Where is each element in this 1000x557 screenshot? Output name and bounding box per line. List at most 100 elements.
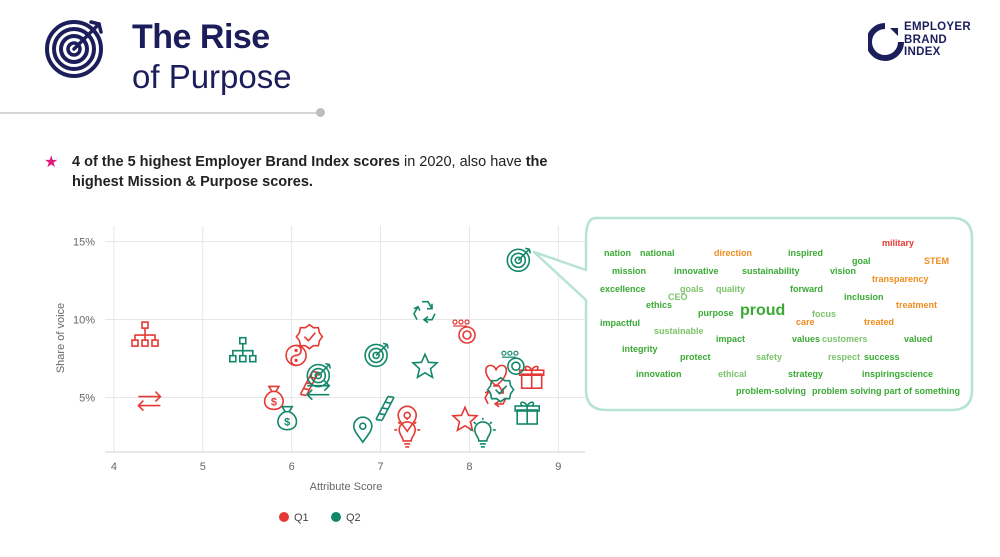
point-q1-badge-check-icon (295, 323, 324, 350)
chart-grid (105, 226, 585, 453)
star-icon: ★ (44, 154, 59, 171)
word-cloud-word: innovation (636, 369, 682, 379)
word-cloud-word: military (882, 238, 915, 248)
x-tick-label: 7 (377, 461, 383, 473)
word-cloud-word: mission (612, 266, 647, 276)
word-cloud-callout: nation national direction inspired military g… (530, 214, 980, 414)
point-q2-target-bullseye-icon (364, 342, 389, 368)
point-q1-people-target-icon (452, 319, 476, 344)
legend-q2-swatch (331, 512, 341, 522)
point-q2-location-pin-icon (352, 416, 373, 444)
header-divider (0, 112, 318, 114)
word-cloud-word: care (796, 317, 815, 327)
point-q2-people-target-icon (501, 350, 525, 375)
word-cloud-word: STEM (924, 256, 950, 266)
x-tick-label: 6 (289, 461, 295, 473)
word-cloud-word: impactful (600, 318, 641, 328)
word-cloud-word: customers (822, 334, 868, 344)
brand-line-3: INDEX (904, 46, 941, 58)
word-cloud-word: ethical (718, 369, 747, 379)
word-cloud-word: problem-solving (736, 386, 807, 396)
scatter-chart: 4 5 6 7 8 9 5% 10% 15% Attribute Score Share of … (55, 226, 585, 524)
x-tick-label: 9 (555, 461, 561, 473)
chart-ticks: 4 5 6 7 8 9 5% 10% 15% (73, 237, 561, 473)
word-cloud-word: focus (812, 309, 837, 319)
brand-line-2: BRAND (904, 33, 948, 46)
word-cloud-word: goals (680, 284, 704, 294)
word-cloud-word: treatment (896, 300, 938, 310)
brand-ring-icon (868, 23, 904, 61)
point-q1-gift-icon (518, 365, 545, 389)
point-q2-ladder-icon (375, 395, 395, 422)
word-cloud-word: transparency (872, 274, 929, 284)
word-cloud-word: success (864, 352, 900, 362)
word-cloud-word: strategy (788, 369, 824, 379)
point-q2-star-icon (411, 352, 439, 379)
point-q1-lightbulb-icon (394, 417, 421, 448)
x-tick-label: 5 (200, 461, 206, 473)
point-q2-target-bullseye-icon (506, 247, 532, 273)
y-tick-label: 5% (79, 392, 95, 404)
point-q2-recycle-icon (413, 300, 436, 324)
y-axis-label: Share of voice (55, 303, 67, 373)
point-q1-star-icon (451, 405, 479, 432)
word-cloud-word: inspired (788, 248, 824, 258)
y-tick-label: 10% (73, 315, 95, 327)
brand-line-1: EMPLOYER (904, 21, 971, 33)
word-cloud-word: goal (852, 256, 871, 266)
word-cloud-word: problem solving (812, 386, 882, 396)
point-q2-exchange-arrows-icon (306, 380, 331, 401)
header-divider-dot (316, 108, 325, 117)
word-cloud-word: values (792, 334, 821, 344)
word-cloud-word: proud (740, 302, 786, 319)
word-cloud-word: sustainable (654, 326, 704, 336)
point-q1-hierarchy-icon (131, 321, 159, 347)
statement-bold-1: 4 of the 5 highest Employer Brand Index … (72, 154, 400, 170)
point-q1-heart-icon (485, 364, 508, 387)
x-axis-label: Attribute Score (310, 481, 383, 493)
y-tick-label: 15% (73, 237, 95, 249)
word-cloud-word: inspiring (862, 369, 900, 379)
word-cloud-word: respect (828, 352, 861, 362)
point-q1-exchange-arrows-icon (137, 391, 162, 412)
word-cloud-word: forward (790, 284, 824, 294)
chart-legend: Q1 Q2 (279, 512, 361, 524)
word-cloud-word: CEO (668, 292, 688, 302)
word-cloud-word: national (640, 248, 675, 258)
x-tick-label: 4 (111, 461, 117, 473)
svg-text:$: $ (284, 417, 290, 429)
point-q2-hierarchy-icon (229, 336, 257, 363)
svg-text:$: $ (271, 396, 277, 408)
point-q2-target-bullseye-icon (306, 362, 332, 388)
key-statement: 4 of the 5 highest Employer Brand Index … (72, 152, 592, 192)
point-q1-yin-yang-icon (285, 344, 307, 367)
word-cloud-word: integrity (622, 344, 658, 354)
page-subtitle: of Purpose (132, 58, 292, 95)
word-cloud-word: protect (680, 352, 711, 362)
brand-wordmark: EMPLOYER BRAND INDEX (904, 21, 971, 59)
page-title: The Rise (132, 18, 270, 56)
word-cloud-word: treated (864, 317, 895, 327)
word-cloud-word: inclusion (844, 292, 884, 302)
point-q2-lightbulb-icon (469, 417, 496, 448)
point-q2-badge-check-icon (486, 376, 515, 403)
word-cloud-word: part of something (884, 386, 960, 396)
legend-q1-label: Q1 (294, 512, 309, 524)
word-cloud-word: science (900, 369, 934, 379)
callout-bubble (532, 216, 974, 412)
word-cloud-word: purpose (698, 308, 734, 318)
legend-q2-label: Q2 (346, 512, 361, 524)
legend-q1-swatch (279, 512, 289, 522)
word-cloud-word: safety (756, 352, 783, 362)
point-q2-money-bag-icon: $ (277, 405, 298, 431)
statement-bold-2: the highest Mission & Purpose scores. (72, 154, 548, 190)
word-cloud-word: ethics (646, 300, 673, 310)
word-cloud-word: quality (716, 284, 746, 294)
word-cloud-word: nation (604, 248, 631, 258)
point-q1-money-bag-icon: $ (263, 385, 284, 411)
word-cloud-word: sustainability (742, 266, 800, 276)
word-cloud-word: vision (830, 266, 857, 276)
word-cloud-word: valued (904, 334, 933, 344)
word-cloud-word: direction (714, 248, 753, 258)
word-cloud-word: innovative (674, 266, 719, 276)
